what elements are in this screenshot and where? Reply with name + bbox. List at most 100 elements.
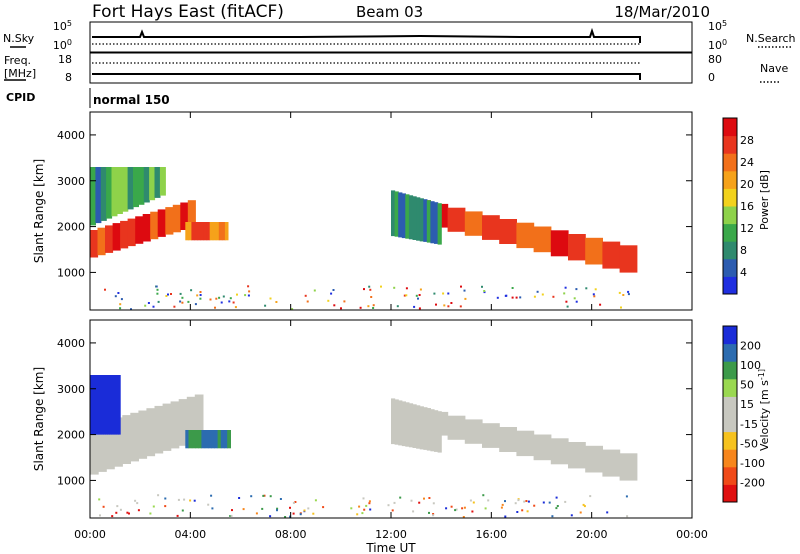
power-y-label: Slant Range [km] (32, 159, 46, 263)
echo-cell (482, 423, 500, 448)
scatter-point (152, 305, 155, 308)
echo-cell (211, 430, 215, 449)
scatter-point (523, 500, 526, 503)
scatter-point (527, 500, 530, 503)
echo-cell (98, 375, 102, 435)
scatter-point (536, 290, 539, 293)
scatter-point (396, 305, 399, 308)
scatter-point (231, 509, 233, 512)
noise-sky-trace (92, 27, 641, 43)
echo-cell (434, 410, 439, 452)
scatter-point (199, 297, 202, 300)
echo-cell (116, 167, 123, 214)
echo-cell (619, 453, 638, 481)
echo-cell (120, 220, 129, 249)
freq-panel-frame (89, 52, 693, 84)
echo-cell (197, 222, 202, 241)
scatter-point (230, 514, 233, 517)
echo-cell (426, 200, 431, 243)
colorbar-tick-label: 16 (740, 200, 754, 213)
echo-cell (218, 222, 223, 241)
scatter-point (209, 298, 212, 301)
echo-cell (398, 400, 403, 446)
echo-cell (412, 196, 417, 240)
scatter-point (147, 302, 150, 304)
echo-cell (419, 198, 424, 242)
scatter-point (250, 495, 253, 498)
velocity-panel: 1000 2000 3000 4000 00:00 04:00 08:00 12:00 16:… (32, 319, 771, 554)
scatter-point (579, 511, 582, 514)
echo-cell (194, 222, 199, 241)
noise-left-tick-top: 105 (53, 19, 72, 33)
echo-cell (568, 234, 586, 261)
echo-cell (195, 430, 199, 449)
scatter-point (187, 300, 190, 303)
scatter-point (618, 291, 621, 294)
echo-cell (114, 417, 123, 467)
scatter-point (307, 507, 310, 510)
scatter-point (435, 303, 437, 306)
echo-cell (602, 241, 621, 269)
freq-right-tick-bottom: 0 (708, 71, 715, 84)
scatter-point (552, 295, 555, 298)
echo-cell (90, 167, 96, 226)
scatter-point (500, 506, 503, 509)
freq-left-tick-top: 18 (58, 53, 72, 66)
scatter-point (541, 293, 544, 296)
scatter-point (462, 516, 465, 518)
scatter-point (432, 502, 435, 505)
scatter-point (289, 515, 292, 518)
colorbar-tick-label: -50 (740, 437, 758, 450)
scatter-point (526, 510, 529, 513)
noise-right-label: N.Search (746, 32, 796, 45)
scatter-point (525, 500, 528, 502)
scatter-point (418, 294, 421, 296)
scatter-point (369, 508, 372, 511)
scatter-point (269, 297, 272, 300)
scatter-point (228, 300, 231, 303)
echo-cell (90, 424, 99, 475)
echo-cell (138, 167, 145, 205)
echo-cell (111, 167, 118, 217)
power-data (90, 167, 638, 311)
echo-cell (162, 403, 172, 451)
scatter-point (211, 507, 214, 510)
scatter-point (380, 285, 382, 288)
echo-cell (568, 442, 586, 469)
echo-cell (90, 375, 93, 435)
echo-cell (201, 430, 206, 449)
scatter-point (363, 288, 365, 291)
colorbar-tick-label: 200 (740, 340, 761, 353)
scatter-point (340, 307, 342, 310)
scatter-point (306, 300, 309, 303)
echo-cell (423, 407, 428, 450)
scatter-point (119, 307, 122, 310)
scatter-point (126, 511, 129, 514)
scatter-point (472, 501, 475, 504)
colorbar-tick-label: 50 (740, 379, 754, 392)
scatter-point (130, 308, 132, 311)
scatter-point (313, 289, 316, 292)
colorbar-segment (723, 188, 737, 207)
colorbar-segment (723, 135, 737, 154)
scatter-point (418, 501, 421, 504)
colorbar-tick-label: 15 (740, 398, 754, 411)
echo-cell (172, 204, 181, 233)
echo-cell (227, 430, 231, 449)
echo-cell (159, 167, 166, 196)
scatter-point (463, 506, 466, 509)
echo-cell (447, 207, 466, 232)
scatter-point (393, 286, 396, 289)
echo-cell (96, 375, 100, 435)
echo-cell (206, 222, 211, 241)
scatter-point (361, 512, 364, 515)
colorbar-segment (723, 378, 737, 397)
scatter-point (275, 301, 278, 303)
echo-cell (150, 211, 159, 240)
scatter-point (566, 305, 569, 308)
echo-cell (499, 219, 517, 244)
scatter-point (443, 304, 446, 307)
scatter-point (445, 507, 448, 510)
scatter-point (370, 296, 373, 298)
echo-cell (203, 222, 208, 241)
